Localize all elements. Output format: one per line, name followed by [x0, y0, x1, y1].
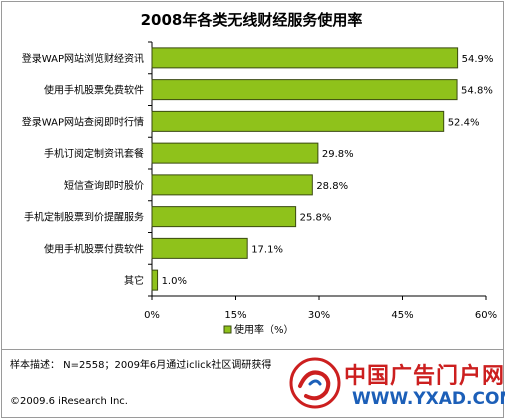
- data-label: 17.1%: [251, 244, 283, 255]
- x-tick-label: 60%: [475, 310, 497, 321]
- category-label: 登录WAP网站浏览财经资讯: [22, 52, 144, 65]
- category-label: 手机定制股票到价提醒服务: [24, 211, 144, 224]
- copyright-text: ©2009.6 iResearch Inc.: [10, 396, 128, 407]
- data-label: 54.8%: [461, 86, 493, 97]
- data-label: 54.9%: [462, 54, 494, 65]
- watermark-url: WWW.YXAD.COM: [352, 389, 505, 409]
- x-tick-label: 15%: [224, 310, 246, 321]
- x-tick-label: 0%: [144, 310, 160, 321]
- legend-label: 使用率（%）: [234, 323, 294, 336]
- category-label: 使用手机股票免费软件: [44, 84, 144, 97]
- category-label: 短信查询即时股价: [64, 179, 144, 192]
- watermark-cn-text: 中国广告门户网: [344, 363, 505, 389]
- category-label: 登录WAP网站查阅即时行情: [22, 115, 144, 128]
- category-label: 使用手机股票付费软件: [44, 242, 144, 255]
- data-label: 52.4%: [448, 117, 480, 128]
- data-label: 25.8%: [300, 213, 332, 224]
- category-label: 其它: [124, 274, 144, 287]
- category-label: 手机订阅定制资讯套餐: [44, 147, 144, 160]
- watermark: 中国广告门户网 WWW.YXAD.COM: [286, 352, 505, 414]
- x-tick-label: 45%: [391, 310, 413, 321]
- data-label: 29.8%: [322, 149, 354, 160]
- bar: [151, 237, 248, 259]
- bar: [151, 269, 159, 291]
- bar: [151, 47, 459, 69]
- footer-divider: [2, 349, 503, 350]
- bar: [151, 110, 445, 132]
- chart-title: 2008年各类无线财经服务使用率: [140, 11, 363, 29]
- watermark-logo-icon: [289, 357, 341, 409]
- bar: [151, 79, 458, 101]
- data-label: 1.0%: [162, 276, 187, 287]
- bar: [151, 142, 319, 164]
- bar: [151, 206, 297, 228]
- x-tick-label: 30%: [308, 310, 330, 321]
- sample-note: 样本描述： N=2558；2009年6月通过iclick社区调研获得: [10, 360, 272, 371]
- legend-swatch: [223, 325, 232, 334]
- data-label: 28.8%: [316, 181, 348, 192]
- bar: [151, 174, 313, 196]
